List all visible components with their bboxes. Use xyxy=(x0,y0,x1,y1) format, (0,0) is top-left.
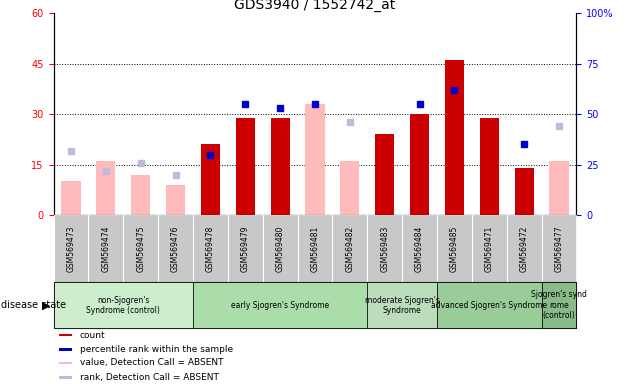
Text: value, Detection Call = ABSENT: value, Detection Call = ABSENT xyxy=(79,358,223,367)
Bar xyxy=(479,118,499,215)
Bar xyxy=(59,376,72,379)
Text: GSM569475: GSM569475 xyxy=(136,225,145,272)
Text: GSM569479: GSM569479 xyxy=(241,225,249,272)
Bar xyxy=(59,362,72,364)
Bar xyxy=(59,334,72,336)
FancyBboxPatch shape xyxy=(542,215,576,282)
Bar xyxy=(306,104,324,215)
Text: disease state: disease state xyxy=(1,300,66,310)
FancyBboxPatch shape xyxy=(507,215,542,282)
Bar xyxy=(96,161,115,215)
Bar xyxy=(131,175,151,215)
Bar xyxy=(236,118,255,215)
Bar xyxy=(270,118,290,215)
Text: GSM569472: GSM569472 xyxy=(520,225,529,272)
Bar xyxy=(445,61,464,215)
FancyBboxPatch shape xyxy=(228,215,263,282)
FancyBboxPatch shape xyxy=(193,215,228,282)
Text: GSM569483: GSM569483 xyxy=(381,225,389,272)
Text: GSM569484: GSM569484 xyxy=(415,225,424,272)
Text: GSM569481: GSM569481 xyxy=(311,225,319,272)
Bar xyxy=(375,134,394,215)
Text: GSM569480: GSM569480 xyxy=(276,225,285,272)
FancyBboxPatch shape xyxy=(437,282,542,328)
FancyBboxPatch shape xyxy=(88,215,123,282)
Text: GSM569476: GSM569476 xyxy=(171,225,180,272)
FancyBboxPatch shape xyxy=(542,282,576,328)
Bar xyxy=(515,168,534,215)
FancyBboxPatch shape xyxy=(158,215,193,282)
Text: early Sjogren's Syndrome: early Sjogren's Syndrome xyxy=(231,301,329,310)
Text: GSM569474: GSM569474 xyxy=(101,225,110,272)
FancyBboxPatch shape xyxy=(472,215,507,282)
Text: non-Sjogren's
Syndrome (control): non-Sjogren's Syndrome (control) xyxy=(86,296,160,315)
Text: Sjogren's synd
rome
(control): Sjogren's synd rome (control) xyxy=(531,290,587,320)
Text: GSM569473: GSM569473 xyxy=(67,225,76,272)
Text: GSM569471: GSM569471 xyxy=(485,225,494,272)
Bar xyxy=(410,114,429,215)
FancyBboxPatch shape xyxy=(54,215,88,282)
Text: moderate Sjogren's
Syndrome: moderate Sjogren's Syndrome xyxy=(365,296,440,315)
FancyBboxPatch shape xyxy=(367,215,402,282)
FancyBboxPatch shape xyxy=(367,282,437,328)
Bar xyxy=(59,348,72,351)
FancyBboxPatch shape xyxy=(123,215,158,282)
Text: GSM569485: GSM569485 xyxy=(450,225,459,272)
FancyBboxPatch shape xyxy=(54,282,193,328)
Text: advanced Sjogren's Syndrome: advanced Sjogren's Syndrome xyxy=(432,301,547,310)
FancyBboxPatch shape xyxy=(263,215,297,282)
Title: GDS3940 / 1552742_at: GDS3940 / 1552742_at xyxy=(234,0,396,12)
FancyBboxPatch shape xyxy=(297,215,333,282)
Bar xyxy=(340,161,360,215)
FancyBboxPatch shape xyxy=(437,215,472,282)
Text: ▶: ▶ xyxy=(42,300,50,310)
FancyBboxPatch shape xyxy=(333,215,367,282)
Bar xyxy=(166,185,185,215)
Text: GSM569482: GSM569482 xyxy=(345,225,354,272)
FancyBboxPatch shape xyxy=(193,282,367,328)
Bar xyxy=(61,182,81,215)
Bar xyxy=(201,144,220,215)
Text: count: count xyxy=(79,331,105,339)
Text: percentile rank within the sample: percentile rank within the sample xyxy=(79,345,233,354)
Text: GSM569477: GSM569477 xyxy=(554,225,563,272)
Bar xyxy=(549,161,569,215)
Text: rank, Detection Call = ABSENT: rank, Detection Call = ABSENT xyxy=(79,373,219,382)
Text: GSM569478: GSM569478 xyxy=(206,225,215,272)
FancyBboxPatch shape xyxy=(402,215,437,282)
